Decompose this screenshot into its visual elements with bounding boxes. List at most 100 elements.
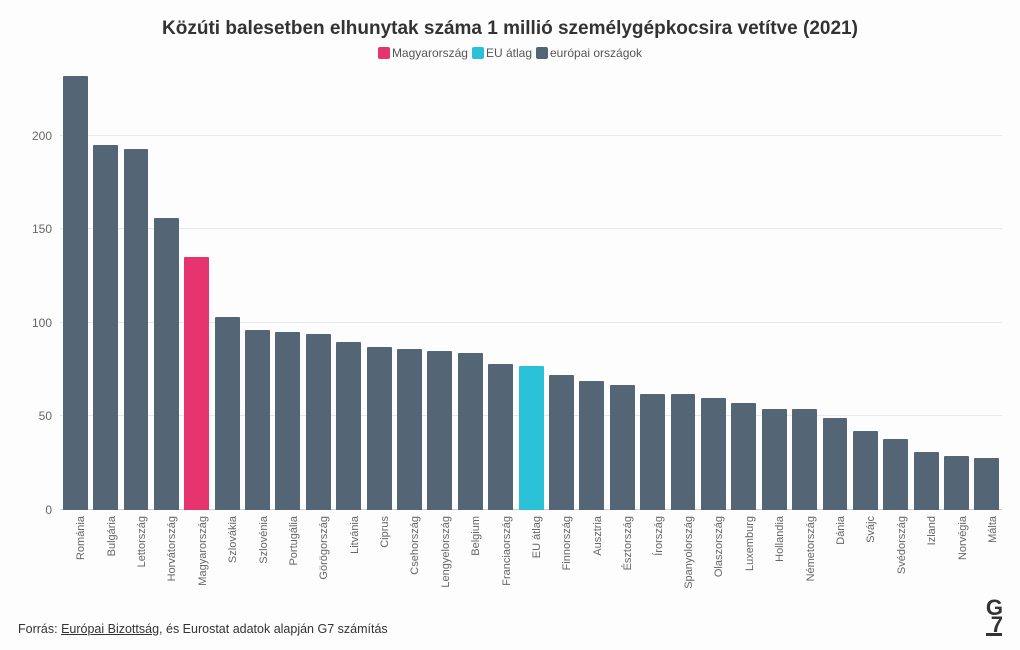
bar-slot [121,70,151,510]
x-tick-label: Bulgária [106,516,118,556]
bar-slot [789,70,819,510]
bar-slot [941,70,971,510]
x-tick-label: Németország [805,516,817,581]
bar [944,456,969,510]
y-axis: 050100150200 [22,70,56,510]
source-suffix: , és Eurostat adatok alapján G7 számítás [159,622,388,636]
bar-slot [455,70,485,510]
x-tick-label: Franciaország [501,516,513,586]
y-tick-label: 50 [22,409,52,423]
bar [93,145,118,510]
x-tick-label: Hollandia [774,516,786,562]
bar-slot [759,70,789,510]
bar [488,364,513,510]
bar [306,334,331,510]
bar-slot [394,70,424,510]
legend-swatch [378,47,390,59]
bar-slot [546,70,576,510]
x-tick-label: Ciprus [379,516,391,548]
bar [853,431,878,510]
legend-label: európai országok [550,46,642,60]
bar-slot [668,70,698,510]
bar [63,76,88,510]
x-tick-label: Lengyelország [440,516,452,588]
bar-slot [577,70,607,510]
x-tick-label: Svájc [865,516,877,543]
chart-container: Közúti balesetben elhunytak száma 1 mill… [0,0,1020,650]
bar [215,317,240,510]
x-tick-label: Finnország [561,516,573,570]
bar-slot [334,70,364,510]
x-tick-label: Csehország [409,516,421,575]
legend-swatch [536,47,548,59]
brand-logo: G7 [986,599,1002,636]
x-tick-label: Málta [987,516,999,543]
bar-slot [151,70,181,510]
y-tick-label: 150 [22,222,52,236]
legend-swatch [472,47,484,59]
bar [762,409,787,510]
x-tick-label: Olaszország [713,516,725,577]
y-tick-label: 0 [22,503,52,517]
bar-slot [607,70,637,510]
source-link[interactable]: Európai Bizottság [61,622,159,636]
x-tick-label: Norvégia [957,516,969,560]
bar-slot [850,70,880,510]
source-prefix: Forrás: [18,622,61,636]
x-tick-label: Svédország [896,516,908,574]
bar [549,375,574,510]
bar-slot [698,70,728,510]
bar [458,353,483,510]
bar-slot [242,70,272,510]
source-text: Forrás: Európai Bizottság, és Eurostat a… [18,622,388,636]
bar-slot [972,70,1002,510]
bar-slot [516,70,546,510]
x-tick-label: Horvátország [166,516,178,581]
bar [701,398,726,510]
x-tick-label: EU átlag [531,516,543,558]
bar [579,381,604,510]
bar [275,332,300,510]
x-tick-label: Ausztria [592,516,604,556]
bar [823,418,848,510]
bar-slot [212,70,242,510]
bar [731,403,756,510]
bar-slot [820,70,850,510]
chart-title: Közúti balesetben elhunytak száma 1 mill… [18,18,1002,40]
bar [883,439,908,510]
bar-slot [911,70,941,510]
bar [154,218,179,510]
legend-label: EU átlag [486,46,532,60]
legend-item: EU átlag [472,46,532,60]
legend-label: Magyarország [392,46,468,60]
x-tick-label: Írország [653,516,665,556]
bar [671,394,696,510]
x-tick-label: Belgium [470,516,482,556]
bar [397,349,422,510]
bar [640,394,665,510]
bar-slot [90,70,120,510]
x-tick-label: Szlovénia [258,516,270,564]
y-tick-label: 200 [22,129,52,143]
x-tick-label: Spanyolország [683,516,695,589]
bar-slot [729,70,759,510]
x-tick-label: Románia [75,516,87,560]
bar-slot [881,70,911,510]
bars-group [60,70,1002,510]
bar [245,330,270,510]
bar-slot [182,70,212,510]
bar [914,452,939,510]
bar [427,351,452,510]
legend-item: Magyarország [378,46,468,60]
x-tick-label: Dánia [835,516,847,545]
bar [336,342,361,511]
footer: Forrás: Európai Bizottság, és Eurostat a… [18,599,1002,636]
bar [610,385,635,510]
bar-slot [303,70,333,510]
bar-slot [273,70,303,510]
legend: Magyarország EU átlag európai országok [18,46,1002,60]
x-tick-label: Portugália [288,516,300,566]
bar [367,347,392,510]
y-tick-label: 100 [22,316,52,330]
bar [184,257,209,510]
